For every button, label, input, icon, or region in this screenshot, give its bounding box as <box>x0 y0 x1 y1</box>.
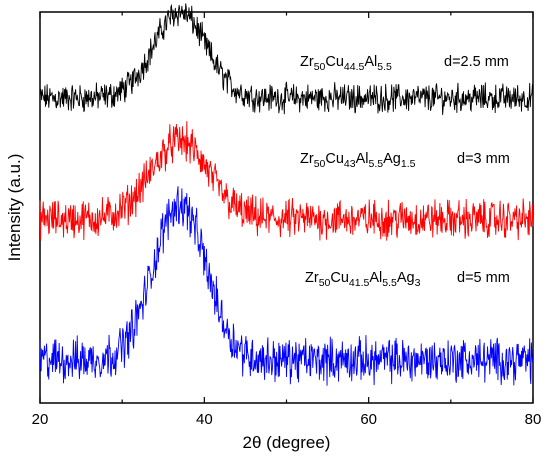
series-composition-label: Zr50Cu44.5Al5.5 <box>300 54 392 73</box>
x-axis-tick-labels: 20 40 60 80 <box>32 411 542 428</box>
element-symbol: Zr <box>305 270 319 286</box>
x-axis-ticks <box>39 12 534 403</box>
series-line-3 <box>39 186 534 386</box>
series-composition-label: Zr50Cu41.5Al5.5Ag3 <box>305 270 421 289</box>
element-subscript: 3 <box>415 277 421 289</box>
element-subscript: 5.5 <box>369 158 384 170</box>
element-subscript: 41.5 <box>349 277 370 289</box>
element-subscript: 50 <box>314 61 326 73</box>
y-axis-title: Intensity (a.u.) <box>5 154 24 262</box>
element-subscript: 43 <box>344 158 356 170</box>
element-symbol: Zr <box>300 54 314 70</box>
x-tick-label: 80 <box>525 411 542 428</box>
series-thickness-label: d=5 mm <box>457 270 510 286</box>
element-subscript: 44.5 <box>344 61 365 73</box>
series-thickness-label: d=3 mm <box>457 151 510 167</box>
element-symbol: Al <box>364 54 377 70</box>
element-symbol: Ag <box>383 151 401 167</box>
element-subscript: 1.5 <box>401 158 416 170</box>
x-tick-label: 20 <box>32 411 49 428</box>
x-tick-label: 40 <box>196 411 213 428</box>
series-line-2 <box>39 121 534 241</box>
x-tick-label: 60 <box>360 411 377 428</box>
series-line-1 <box>39 3 534 115</box>
series-thickness-label: d=2.5 mm <box>444 54 509 70</box>
element-subscript: 5.5 <box>382 277 397 289</box>
element-symbol: Al <box>369 270 382 286</box>
element-symbol: Cu <box>330 270 349 286</box>
element-symbol: Cu <box>325 54 344 70</box>
series-composition-label: Zr50Cu43Al5.5Ag1.5 <box>300 151 416 170</box>
element-symbol: Zr <box>300 151 314 167</box>
element-subscript: 50 <box>314 158 326 170</box>
element-subscript: 5.5 <box>377 61 392 73</box>
series-layer <box>39 3 534 386</box>
element-symbol: Cu <box>325 151 344 167</box>
element-symbol: Al <box>356 151 369 167</box>
series-labels: Zr50Cu44.5Al5.5 d=2.5 mmZr50Cu43Al5.5Ag1.… <box>300 54 510 289</box>
element-subscript: 50 <box>319 277 331 289</box>
x-axis-title: 2θ (degree) <box>243 433 331 452</box>
element-symbol: Ag <box>397 270 415 286</box>
